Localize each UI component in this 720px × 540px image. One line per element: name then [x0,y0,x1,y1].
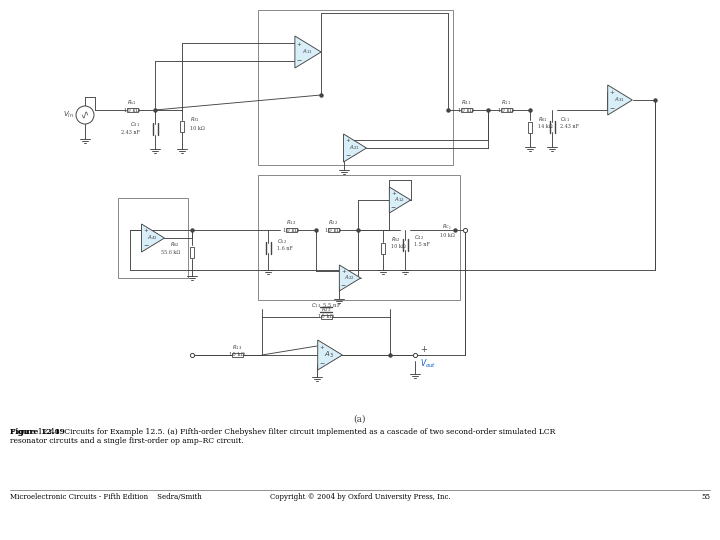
Text: 10 kΩ: 10 kΩ [458,107,474,112]
Text: $A_{12}$: $A_{12}$ [394,195,405,205]
Bar [461,108,472,112]
Text: $R_{52}$: $R_{52}$ [391,235,401,245]
Bar [232,353,243,357]
Bar [286,228,297,232]
Text: 10 kΩ: 10 kΩ [391,245,406,249]
Text: $R_{s1}$: $R_{s1}$ [127,98,137,107]
Text: 10 kΩ: 10 kΩ [190,125,204,131]
Text: $C_{62}$: $C_{62}$ [277,238,287,246]
Text: +: + [143,228,148,233]
Text: 14 kΩ: 14 kΩ [538,125,553,130]
Polygon shape [339,265,361,291]
Text: −: − [609,105,614,110]
Polygon shape [142,224,164,252]
Text: (a): (a) [354,415,366,424]
Text: −: − [143,242,148,247]
Text: 2.43 nF: 2.43 nF [121,130,140,134]
Text: $C_{61}$: $C_{61}$ [560,116,570,124]
Text: −: − [319,360,324,365]
Bar [381,242,385,253]
Text: −: − [341,282,346,287]
Text: +: + [391,191,396,196]
Text: $R_{12}$: $R_{12}$ [286,218,296,227]
Text: $A_{21}$: $A_{21}$ [348,144,359,152]
Text: $A_{31}$: $A_{31}$ [613,96,624,104]
Polygon shape [318,340,342,370]
Text: $A_{22}$: $A_{22}$ [343,274,354,282]
Text: $R_{11}$: $R_{11}$ [501,98,511,107]
Text: +: + [320,345,324,350]
Text: $C_{42}$: $C_{42}$ [414,233,424,242]
Text: −: − [391,204,396,209]
Text: 10 kΩ: 10 kΩ [325,227,341,233]
Text: $R_{61}$: $R_{61}$ [538,116,548,124]
Text: 10 kΩ: 10 kΩ [229,353,245,357]
Text: 55.6 kΩ: 55.6 kΩ [161,249,180,254]
Text: +: + [420,345,427,354]
Text: $R_{22}$: $R_{22}$ [328,218,338,227]
Text: Figure 12.49  Circuits for Example 12.5. (a) Fifth-order Chebyshev filter circui: Figure 12.49 Circuits for Example 12.5. … [10,428,555,445]
Text: $A_{42}$: $A_{42}$ [147,233,157,242]
Text: 10 kΩ: 10 kΩ [283,227,299,233]
Text: 10 kΩ: 10 kΩ [124,107,140,112]
Bar [328,228,338,232]
Text: $R_{31}$: $R_{31}$ [190,116,200,124]
Text: $C_{13}$  5.5 nF: $C_{13}$ 5.5 nF [311,301,341,310]
Text: $R_{41}$: $R_{41}$ [461,98,471,107]
Text: Microelectronic Circuits - Fifth Edition    Sedra/Smith: Microelectronic Circuits - Fifth Edition… [10,493,202,501]
Bar [320,315,331,319]
Text: 1.5 nF: 1.5 nF [414,242,430,247]
Polygon shape [295,36,321,68]
Text: −: − [296,57,302,63]
Text: 55: 55 [701,493,710,501]
Bar [258,175,460,300]
Text: +: + [341,269,346,274]
Bar [180,120,184,132]
Text: +: + [609,90,614,95]
Polygon shape [390,187,410,213]
Text: +: + [345,138,350,144]
Polygon shape [608,85,632,115]
Text: $A_{11}$: $A_{11}$ [302,48,312,57]
Polygon shape [343,134,366,162]
Text: 10 kΩ: 10 kΩ [498,107,514,112]
Text: 2.43 nF: 2.43 nF [560,125,579,130]
Text: 10 kΩ: 10 kΩ [318,314,334,320]
Text: 1.6 nF: 1.6 nF [277,246,293,252]
Bar [528,122,532,132]
Bar [258,10,453,165]
Bar [127,108,138,112]
Text: $R_{C_2}$: $R_{C_2}$ [442,222,452,232]
Circle shape [76,106,94,124]
Text: $R_{13}$: $R_{13}$ [232,343,242,352]
Bar [190,246,194,258]
Text: −: − [345,152,350,158]
Text: $V_{out}$: $V_{out}$ [420,358,436,370]
Text: $R_{23}$: $R_{23}$ [321,305,331,314]
Text: Figure 12.49: Figure 12.49 [10,428,65,436]
Text: $A_3$: $A_3$ [324,350,334,360]
Bar [118,198,188,278]
Text: Copyright © 2004 by Oxford University Press, Inc.: Copyright © 2004 by Oxford University Pr… [269,493,451,501]
Bar [500,108,511,112]
Text: $V_{in}$: $V_{in}$ [63,110,74,120]
Text: $C_{41}$: $C_{41}$ [130,120,140,130]
Text: +: + [297,42,301,46]
Text: 10 kΩ: 10 kΩ [440,233,454,238]
Text: $R_{62}$: $R_{62}$ [170,240,180,249]
